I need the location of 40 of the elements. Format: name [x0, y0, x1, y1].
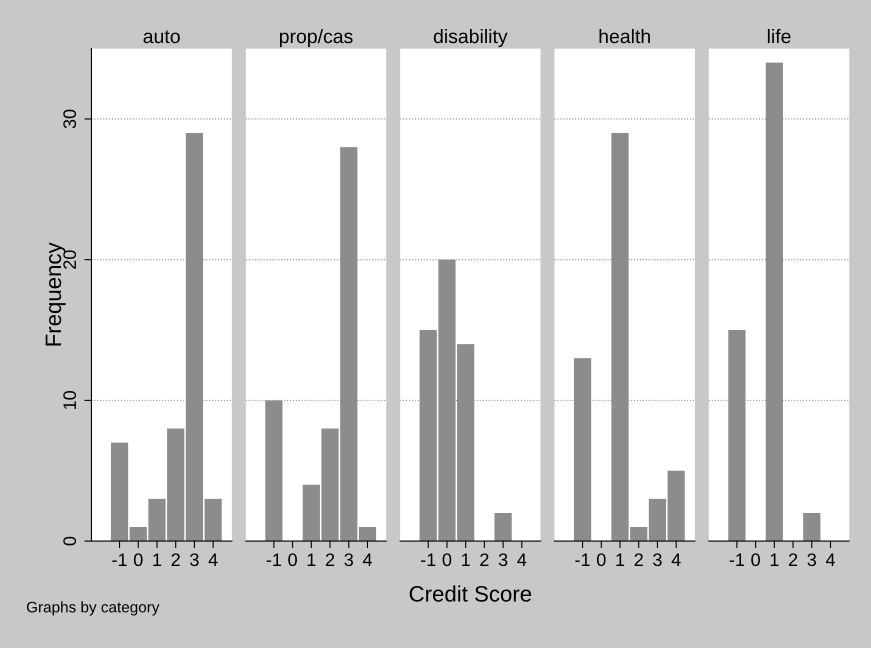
- x-tick-label: -1: [112, 554, 127, 566]
- y-tick-label: 0: [63, 536, 76, 546]
- x-tick-label: 4: [826, 554, 835, 566]
- chart-title: health: [600, 28, 650, 44]
- x-tick-label: -1: [575, 554, 590, 566]
- x-tick-label: -1: [730, 554, 744, 566]
- x-tick-label: 0: [288, 553, 297, 566]
- x-tick-label: 2: [634, 553, 643, 566]
- x-tick-label: 0: [751, 553, 760, 566]
- chart-title: auto: [144, 30, 180, 44]
- chart-title: prop/cas: [280, 28, 353, 48]
- x-tick-label: 2: [788, 553, 798, 566]
- x-tick-label: 0: [442, 553, 452, 566]
- x-tick-label: 1: [770, 554, 778, 566]
- x-tick-label: 1: [153, 554, 162, 566]
- x-tick-label: 0: [596, 553, 606, 566]
- text: Graphs by category: [26, 601, 160, 616]
- x-tick-label: -1: [266, 554, 282, 566]
- y-tick-label: 10: [63, 391, 76, 410]
- x-tick-label: 1: [616, 554, 624, 566]
- x-tick-label: 3: [498, 553, 508, 566]
- x-tick-label: 3: [653, 553, 662, 566]
- x-tick-label: -1: [420, 554, 436, 566]
- y-tick-label: 30: [63, 110, 76, 128]
- chart-title: life: [768, 28, 791, 44]
- chart-title: disability: [434, 28, 508, 48]
- x-tick-label: 2: [480, 553, 488, 566]
- x-tick-label: 4: [672, 554, 681, 566]
- x-tick-label: 1: [308, 554, 316, 566]
- x-tick-label: 1: [462, 554, 470, 566]
- x-tick-label: 3: [807, 553, 816, 566]
- x-tick-label: 0: [134, 553, 143, 566]
- x-tick-label: 2: [326, 553, 334, 566]
- x-tick-label: 3: [344, 553, 353, 566]
- x-axis-title: Credit Score: [410, 585, 532, 602]
- x-tick-label: 2: [172, 553, 180, 566]
- x-tick-label: 3: [190, 553, 199, 566]
- x-tick-label: 4: [208, 554, 218, 566]
- x-tick-label: 4: [362, 554, 372, 566]
- x-tick-label: 4: [517, 554, 526, 566]
